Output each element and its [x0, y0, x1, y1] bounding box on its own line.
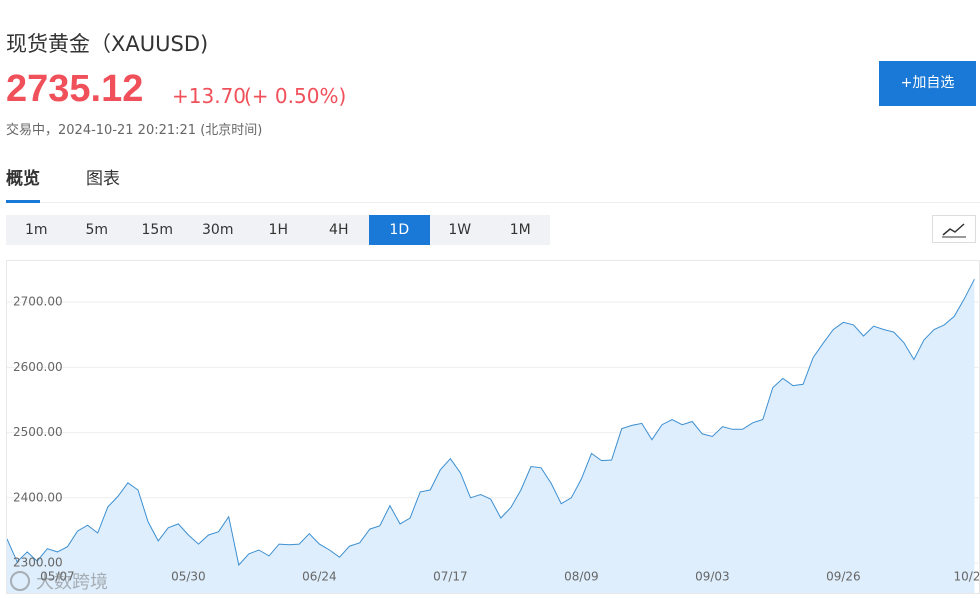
period-button[interactable]: 1M [509, 222, 531, 238]
x-tick-label: 06/24 [302, 570, 337, 584]
period-button[interactable]: 1H [268, 222, 288, 238]
watermark: 大数跨境 [10, 568, 108, 594]
price: 2735.12 [6, 68, 144, 110]
price-change: +13.70 [172, 84, 247, 108]
period-button[interactable]: 15m [141, 222, 173, 238]
x-tick-label: 05/07 [40, 570, 75, 584]
line [7, 278, 975, 567]
status: 交易中，2024-10-21 20:21:21 (北京时间) [6, 123, 263, 138]
period-button[interactable]: 1D [369, 215, 430, 245]
title: 现货黄金（XAUUSD) [6, 32, 209, 56]
chart-type-icon [942, 223, 966, 238]
period-button[interactable]: 4H [329, 222, 349, 238]
period-button[interactable]: 30m [202, 222, 234, 238]
y-tick-label: 2700.00 [13, 295, 63, 309]
chart: 2300.00 2400.00 2500.00 2600.00 2700.00 05/07… [6, 260, 980, 594]
x-tick-label: 09/03 [695, 570, 730, 584]
price-change-pct: (+ 0.50%) [244, 84, 347, 108]
y-tick-label: 2400.00 [13, 490, 63, 504]
tab[interactable]: 概览 [6, 164, 40, 203]
y-tick-label: 2500.00 [13, 425, 63, 439]
chart-type-button[interactable] [932, 215, 976, 243]
watermark-text: 大数跨境 [36, 572, 108, 593]
watermark-logo [10, 571, 30, 591]
area [7, 279, 975, 593]
period-bar: 1m 5m 15m 30m 1H 4H 1D 1W 1M [6, 215, 550, 245]
x-tick-label: 10/2 [954, 570, 980, 584]
period-button[interactable]: 5m [85, 222, 109, 238]
period-button[interactable]: 1m [24, 222, 48, 238]
period-button[interactable]: 1W [448, 222, 472, 238]
x-tick-label: 05/30 [171, 570, 206, 584]
y-tick-label: 2300.00 [13, 556, 63, 570]
tab[interactable]: 图表 [86, 169, 120, 189]
add-watchlist-button[interactable]: +加自选 [879, 61, 976, 106]
x-tick-label: 09/26 [826, 570, 861, 584]
x-tick-label: 08/09 [564, 570, 599, 584]
x-tick-label: 07/17 [433, 570, 468, 584]
tabs: 概览 图表 [6, 164, 980, 203]
y-tick-label: 2600.00 [13, 360, 63, 374]
